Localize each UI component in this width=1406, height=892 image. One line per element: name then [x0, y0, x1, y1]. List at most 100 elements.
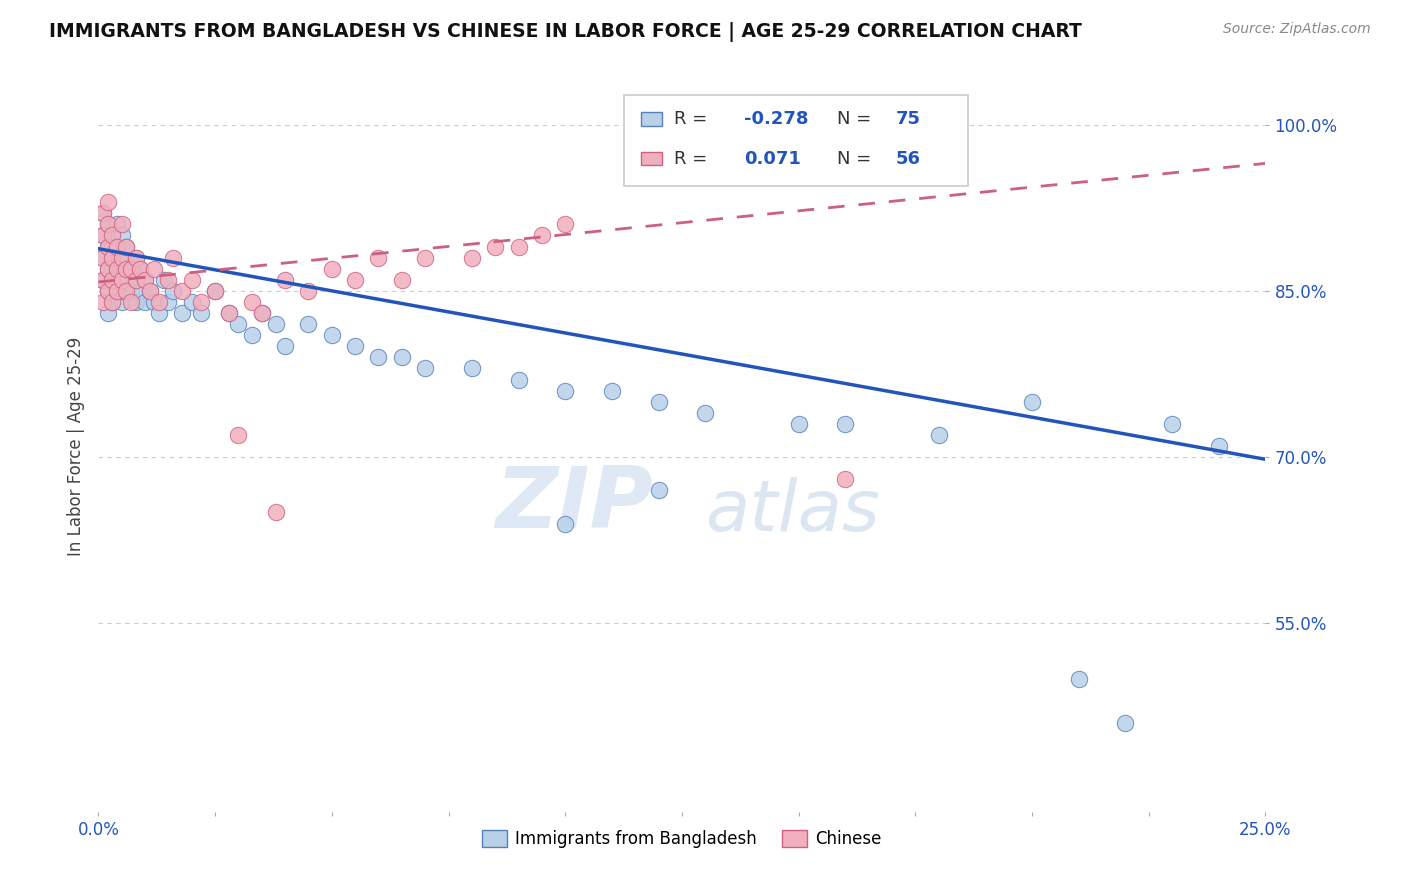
Point — [115, 261, 138, 276]
Point — [180, 294, 202, 309]
Point — [120, 284, 142, 298]
Point — [647, 394, 669, 409]
Point — [101, 294, 124, 309]
Text: 56: 56 — [896, 150, 921, 168]
Point — [695, 406, 717, 420]
Point — [554, 516, 576, 531]
Point — [162, 284, 184, 298]
Point — [461, 361, 484, 376]
Point — [115, 239, 138, 253]
Point — [101, 228, 124, 243]
Point — [134, 273, 156, 287]
Point — [97, 239, 120, 253]
Point — [91, 251, 114, 265]
Point — [111, 251, 134, 265]
Point — [120, 294, 142, 309]
Text: atlas: atlas — [706, 477, 880, 546]
Point — [129, 261, 152, 276]
Point — [143, 294, 166, 309]
Point — [97, 261, 120, 276]
FancyBboxPatch shape — [624, 95, 967, 186]
Point — [344, 339, 367, 353]
Point — [105, 239, 128, 253]
Point — [344, 273, 367, 287]
Text: ZIP: ZIP — [495, 463, 652, 546]
Point — [105, 284, 128, 298]
Point — [115, 239, 138, 253]
Point — [125, 273, 148, 287]
Point — [297, 317, 319, 331]
Point — [101, 251, 124, 265]
Point — [297, 284, 319, 298]
Point — [274, 339, 297, 353]
Point — [157, 294, 180, 309]
Point — [101, 239, 124, 253]
Point — [97, 261, 120, 276]
Point — [1114, 716, 1136, 731]
Point — [264, 506, 287, 520]
Text: R =: R = — [673, 110, 713, 128]
Point — [172, 306, 194, 320]
Point — [508, 239, 530, 253]
Point — [250, 306, 273, 320]
Point — [834, 472, 856, 486]
Point — [101, 273, 124, 287]
Point — [148, 294, 170, 309]
Point — [105, 284, 128, 298]
Point — [190, 306, 212, 320]
Point — [120, 261, 142, 276]
Point — [125, 294, 148, 309]
Point — [204, 284, 226, 298]
Y-axis label: In Labor Force | Age 25-29: In Labor Force | Age 25-29 — [66, 336, 84, 556]
Point — [101, 251, 124, 265]
Point — [105, 218, 128, 232]
Point — [91, 251, 114, 265]
Point — [101, 294, 124, 309]
Point — [91, 228, 114, 243]
Text: N =: N = — [837, 110, 877, 128]
FancyBboxPatch shape — [641, 152, 662, 165]
Point — [125, 251, 148, 265]
Point — [105, 273, 128, 287]
Point — [111, 273, 134, 287]
Point — [264, 317, 287, 331]
Point — [97, 284, 120, 298]
Point — [157, 273, 180, 287]
Point — [172, 284, 194, 298]
Point — [218, 306, 240, 320]
Point — [91, 273, 114, 287]
Point — [143, 261, 166, 276]
Point — [1067, 672, 1090, 686]
Point — [91, 206, 114, 220]
Point — [367, 351, 389, 365]
Point — [367, 251, 389, 265]
Point — [834, 417, 856, 431]
Point — [97, 239, 120, 253]
Point — [129, 284, 152, 298]
Point — [111, 294, 134, 309]
Point — [97, 195, 120, 210]
Point — [115, 261, 138, 276]
Point — [242, 294, 264, 309]
Point — [97, 218, 120, 232]
Point — [530, 228, 553, 243]
Point — [139, 284, 162, 298]
Point — [554, 218, 576, 232]
Point — [928, 428, 950, 442]
Point — [321, 328, 343, 343]
Point — [554, 384, 576, 398]
Point — [250, 306, 273, 320]
Point — [111, 273, 134, 287]
Point — [105, 261, 128, 276]
FancyBboxPatch shape — [641, 112, 662, 126]
Point — [97, 218, 120, 232]
Point — [125, 251, 148, 265]
Point — [647, 483, 669, 498]
Point — [120, 261, 142, 276]
Text: 0.071: 0.071 — [744, 150, 800, 168]
Point — [91, 273, 114, 287]
Point — [91, 228, 114, 243]
Point — [204, 284, 226, 298]
Point — [91, 206, 114, 220]
Point — [218, 306, 240, 320]
